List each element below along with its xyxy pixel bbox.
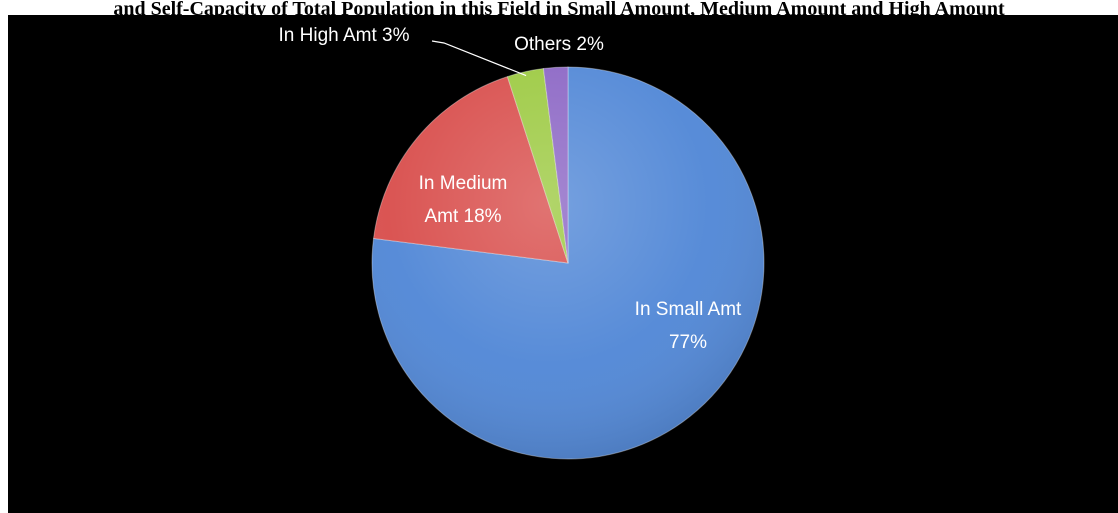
label-others-line-0: Others 2%: [514, 34, 604, 55]
label-small-amt-line-0: In Small Amt: [635, 299, 742, 320]
label-high-amt-line-0: In High Amt 3%: [279, 25, 410, 46]
label-high-amt: In High Amt 3%: [279, 25, 410, 46]
chart-area: In Small Amt 77% In Medium Amt 18% In High A…: [8, 15, 1118, 513]
label-others: Others 2%: [514, 34, 604, 55]
label-medium-amt: In Medium Amt 18%: [419, 173, 508, 227]
label-small-amt: In Small Amt 77%: [635, 299, 742, 353]
leader-line-high-amt: [431, 40, 527, 77]
label-medium-amt-line-0: In Medium: [419, 173, 508, 194]
label-medium-amt-line-1: Amt 18%: [424, 206, 501, 227]
label-small-amt-line-1: 77%: [669, 332, 707, 353]
pie-chart: In Small Amt 77% In Medium Amt 18% In High A…: [279, 25, 765, 460]
chart-title: and Self-Capacity of Total Population in…: [113, 0, 1005, 20]
